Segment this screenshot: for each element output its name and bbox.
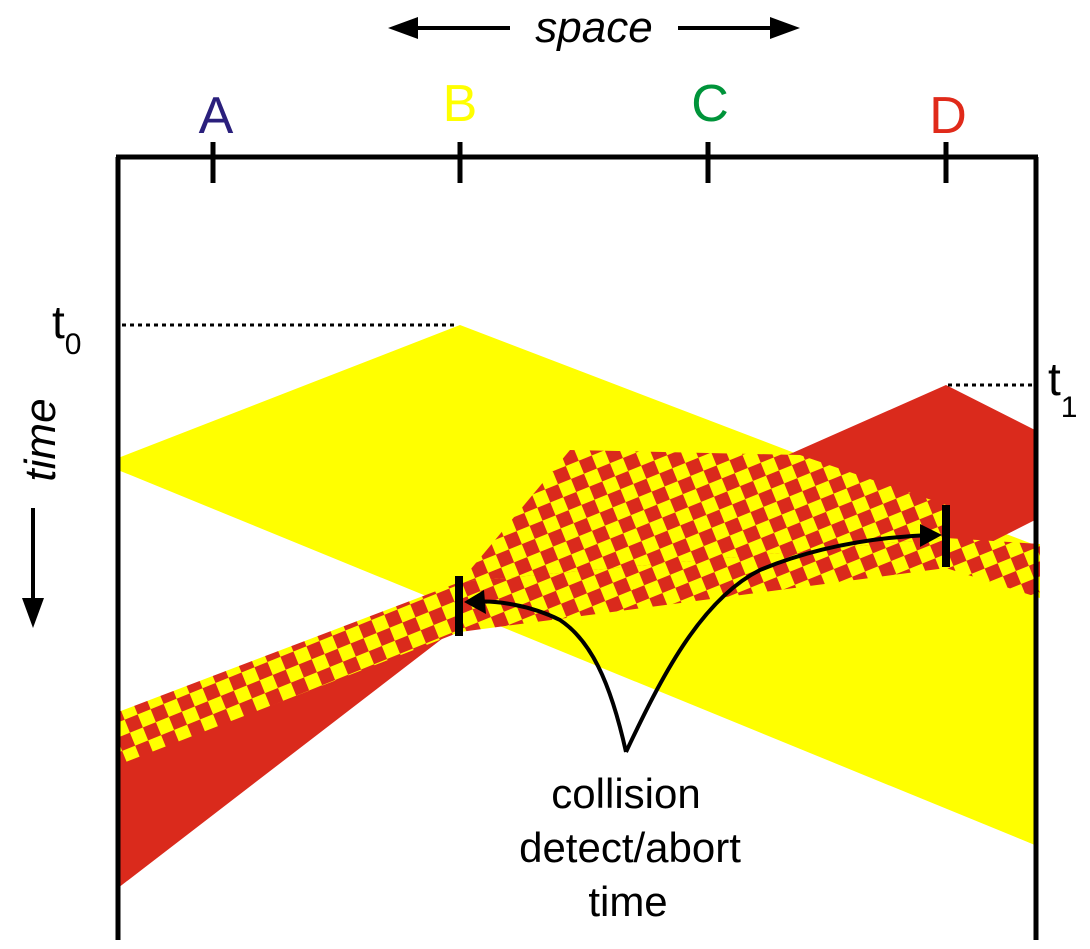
annotation-line-3: time	[588, 878, 667, 925]
station-label-b: B	[443, 75, 478, 133]
arrowhead-d-icon	[920, 524, 942, 547]
space-axis-label: space	[535, 3, 652, 52]
t0-label: t0	[52, 296, 81, 361]
t0-marker: t0	[52, 296, 458, 361]
station-label-d: D	[929, 87, 967, 145]
space-right-arrow-icon	[770, 17, 800, 39]
t1-label: t1	[1048, 353, 1077, 424]
station-label-a: A	[199, 87, 234, 145]
annotation-line-1: collision	[551, 770, 700, 817]
station-label-c: C	[691, 75, 729, 133]
space-left-arrow-icon	[388, 17, 418, 39]
time-down-arrow-icon	[22, 598, 44, 628]
annotation-arrow-to-b	[473, 599, 628, 753]
time-axis-label: time	[16, 398, 65, 481]
annotation-line-2: detect/abort	[519, 824, 741, 871]
t1-marker: t1	[948, 353, 1077, 424]
space-axis: space	[388, 3, 800, 52]
time-axis: time	[16, 398, 65, 628]
annotation-arrow-to-d	[624, 533, 931, 753]
arrowhead-b-icon	[464, 590, 486, 614]
